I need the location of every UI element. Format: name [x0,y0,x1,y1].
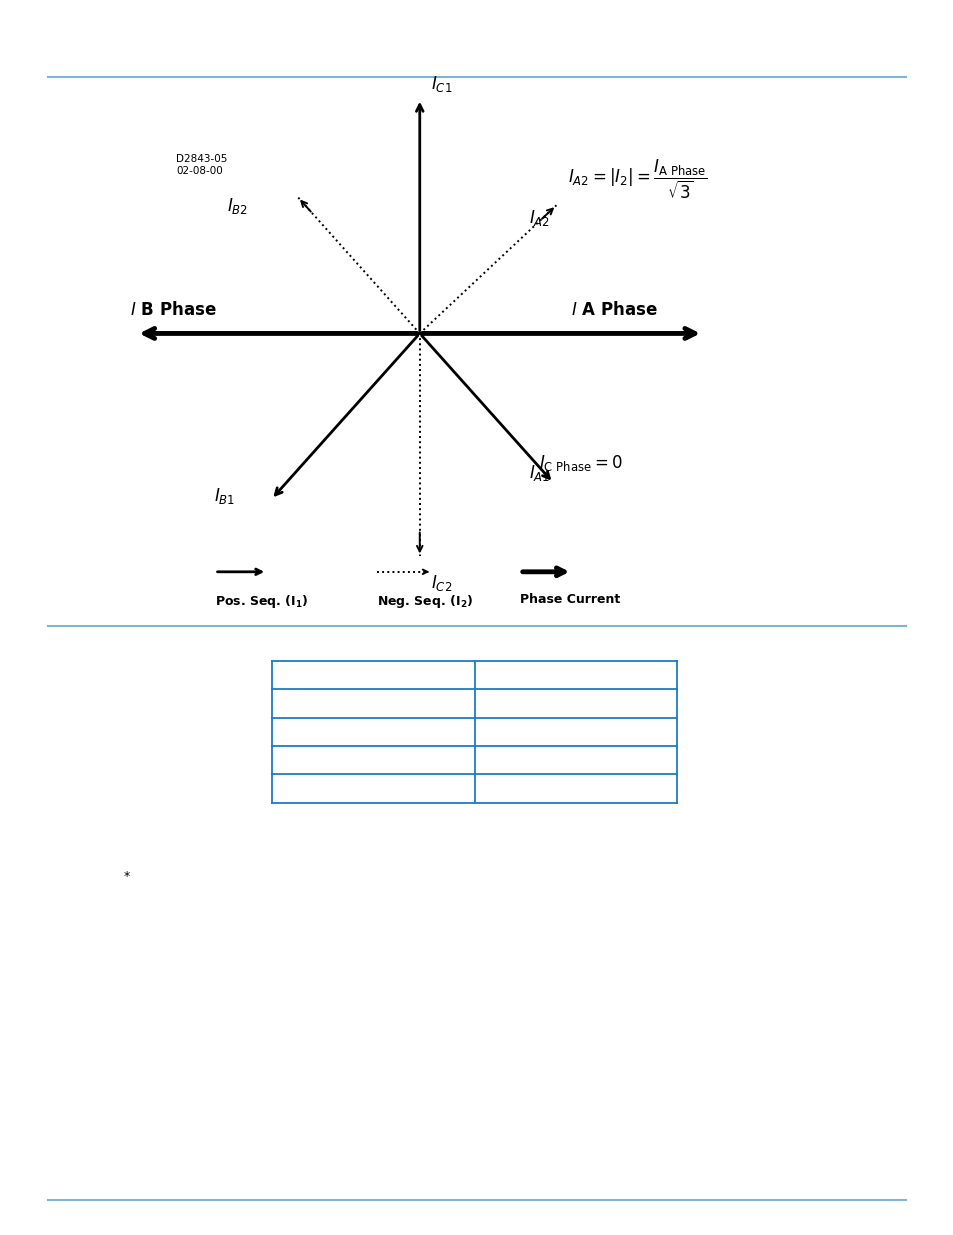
Text: $I_{A2} = |I_2| = \dfrac{I_{\mathrm{A\ Phase}}}{\sqrt{3}}$: $I_{A2} = |I_2| = \dfrac{I_{\mathrm{A\ P… [567,157,706,201]
Text: $I_{A1}$: $I_{A1}$ [528,463,550,483]
Text: D2843-05
02-08-00: D2843-05 02-08-00 [176,154,228,175]
Text: $I_{\mathrm{C\ Phase}} = 0$: $I_{\mathrm{C\ Phase}} = 0$ [538,453,622,473]
Text: *: * [124,871,131,883]
Text: $I_{C2}$: $I_{C2}$ [431,573,452,593]
Text: $\mathit{I}$ B Phase: $\mathit{I}$ B Phase [130,300,216,319]
Text: Neg. Seq. ($\mathbf{I_2}$): Neg. Seq. ($\mathbf{I_2}$) [376,593,473,610]
Text: Phase Current: Phase Current [519,593,619,606]
Text: $I_{B2}$: $I_{B2}$ [226,196,248,216]
Text: Pos. Seq. ($\mathbf{I_1}$): Pos. Seq. ($\mathbf{I_1}$) [214,593,308,610]
Text: $\mathit{I}$ A Phase: $\mathit{I}$ A Phase [570,300,658,319]
Text: $I_{B1}$: $I_{B1}$ [213,487,234,506]
Text: $I_{A2}$: $I_{A2}$ [528,207,550,227]
Text: $I_{C1}$: $I_{C1}$ [431,74,452,94]
